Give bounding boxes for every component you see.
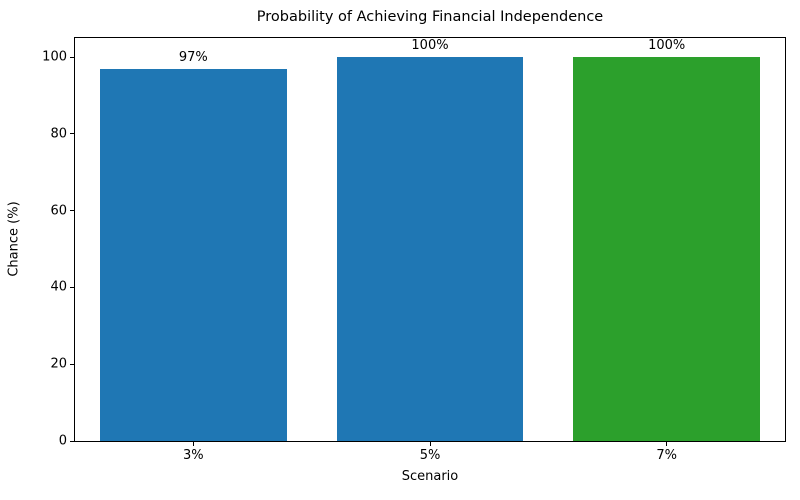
x-tick-label: 3%	[183, 448, 204, 463]
y-tick-label: 40	[50, 279, 67, 295]
y-tick-mark	[70, 286, 74, 288]
bar-value-label: 100%	[411, 38, 449, 54]
y-tick-label: 20	[50, 356, 67, 372]
y-tick-label: 100	[42, 49, 67, 65]
y-tick-mark	[70, 363, 74, 365]
y-axis-label: Chance (%)	[6, 201, 22, 277]
x-tick-mark	[192, 442, 194, 446]
x-tick-label: 5%	[419, 448, 441, 463]
bar	[573, 57, 761, 441]
plot-area: 0 20 40 60 80 100 97% 3% 100% 5% 100% 7%	[42, 37, 786, 463]
y-tick-mark	[70, 210, 74, 212]
chart-title: Probability of Achieving Financial Indep…	[256, 9, 604, 25]
y-tick-label: 0	[58, 433, 67, 449]
x-tick-mark	[429, 442, 431, 446]
y-tick-mark	[70, 56, 74, 58]
x-tick-label: 7%	[656, 448, 677, 463]
bar-value-label: 100%	[648, 38, 686, 54]
x-tick-mark	[666, 442, 668, 446]
y-tick-mark	[70, 440, 74, 442]
bar-value-label: 97%	[178, 49, 208, 65]
x-axis-label: Scenario	[401, 469, 459, 484]
bar	[99, 68, 287, 441]
y-tick-label: 80	[50, 126, 67, 142]
y-tick-mark	[70, 133, 74, 135]
bar	[336, 57, 524, 441]
y-tick-label: 60	[50, 203, 67, 219]
